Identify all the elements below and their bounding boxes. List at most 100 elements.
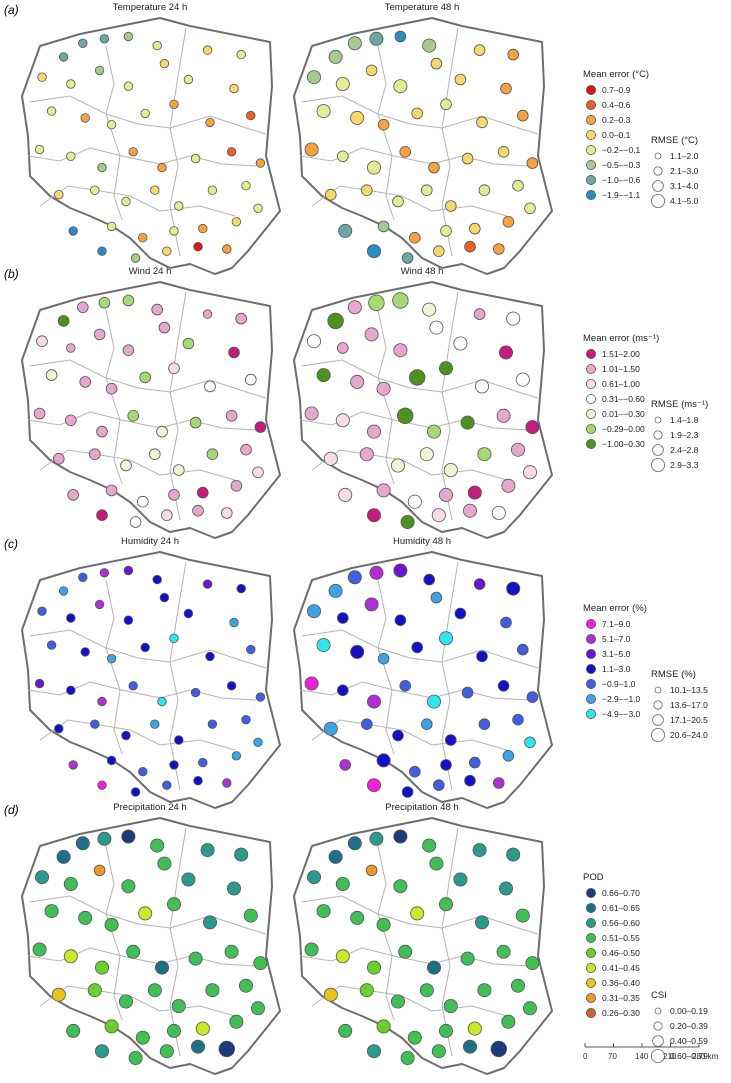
legend-swatch <box>586 115 597 126</box>
station-marker <box>98 296 111 309</box>
station-marker <box>37 72 47 82</box>
station-marker <box>517 643 529 656</box>
poland-map <box>293 817 553 1075</box>
station-marker <box>221 507 233 519</box>
station-marker <box>168 362 180 375</box>
station-marker <box>75 836 90 851</box>
station-marker <box>96 425 108 438</box>
station-marker <box>522 465 537 480</box>
legend-swatch <box>586 619 597 630</box>
legend-fill-label: 1.51–2.00 <box>602 349 640 359</box>
station-marker <box>122 294 135 307</box>
legend-fill-title: Mean error (ms⁻¹) <box>583 333 659 344</box>
station-marker <box>128 147 138 157</box>
station-marker <box>433 245 445 258</box>
station-marker <box>377 220 390 233</box>
station-marker <box>393 879 408 894</box>
scale-tick-label: 140 <box>635 1052 649 1061</box>
station-marker <box>250 1001 265 1016</box>
station-marker <box>477 983 492 998</box>
legend-size-label: 0.40–0.59 <box>670 1036 708 1046</box>
station-marker <box>169 99 179 110</box>
station-marker <box>51 987 66 1002</box>
legend-swatch <box>586 918 597 929</box>
legend-size-swatch <box>654 686 662 694</box>
legend-size-swatch <box>653 166 663 176</box>
station-marker <box>467 1021 482 1036</box>
station-marker <box>502 216 515 228</box>
station-marker <box>93 328 106 341</box>
station-marker <box>229 83 239 94</box>
station-marker <box>127 410 139 422</box>
legend-fill-label: 0.36–0.40 <box>602 978 640 988</box>
station-marker <box>99 34 110 44</box>
legend-size-label: 1.9–2.3 <box>670 430 699 440</box>
station-marker <box>154 960 169 975</box>
station-marker <box>162 246 172 256</box>
station-marker <box>169 633 179 644</box>
legend-size-swatch <box>653 430 663 440</box>
station-marker <box>253 956 268 971</box>
legend-fill-label: 0.31–−0.60 <box>602 394 645 404</box>
station-marker <box>169 760 179 770</box>
station-marker <box>376 381 391 396</box>
station-marker <box>78 910 93 925</box>
station-marker <box>66 343 76 353</box>
legend-fill-label: 0.51–0.55 <box>602 933 640 943</box>
station-marker <box>68 760 78 770</box>
station-marker <box>171 998 186 1013</box>
station-marker <box>66 79 76 89</box>
station-marker <box>502 750 515 762</box>
station-marker <box>229 1014 244 1029</box>
station-marker <box>507 48 520 61</box>
legend-swatch <box>586 159 597 170</box>
station-marker <box>419 447 434 462</box>
legend-size-label: 3.1–4.0 <box>670 181 699 191</box>
station-marker <box>526 691 539 703</box>
poland-map <box>293 17 553 275</box>
legend-swatch <box>586 649 597 660</box>
station-marker <box>202 309 213 319</box>
legend-size-title: RMSE (%) <box>651 669 696 680</box>
legend-fill-title: Mean error (°C) <box>583 69 649 80</box>
station-marker <box>162 780 172 790</box>
station-marker <box>205 983 220 998</box>
station-marker <box>78 572 88 583</box>
station-marker <box>454 607 467 620</box>
station-marker <box>66 151 76 162</box>
station-marker <box>198 757 208 768</box>
legend-size-swatch <box>653 700 663 710</box>
station-marker <box>306 334 321 349</box>
legend-size-swatch <box>652 444 664 456</box>
legend-size-swatch <box>652 1035 664 1047</box>
station-marker <box>106 221 117 232</box>
station-marker <box>99 568 110 578</box>
station-marker <box>367 424 382 439</box>
figure-panels: (a) Temperature 24 h Temperature 48 h Mean … <box>4 2 708 1075</box>
station-marker <box>230 480 243 492</box>
station-marker <box>188 951 203 966</box>
legend-swatch <box>586 189 597 200</box>
station-marker <box>428 161 440 174</box>
station-marker <box>324 188 337 201</box>
station-marker <box>316 904 331 919</box>
station-marker <box>166 1023 181 1038</box>
legend-swatch <box>586 694 597 705</box>
station-marker <box>241 714 251 725</box>
legend-fill-label: 0.7–0.9 <box>602 85 631 95</box>
station-marker <box>241 180 251 191</box>
station-marker <box>149 448 161 461</box>
station-marker <box>95 960 110 975</box>
panel-c: (c) Humidity 24 h Humidity 48 h Mean error … <box>4 536 708 809</box>
station-marker <box>376 753 391 768</box>
station-marker <box>204 380 216 393</box>
station-marker <box>190 687 201 698</box>
panel-b: (b) Wind 24 h Wind 48 h Mean error (ms⁻¹) 1.… <box>4 266 708 539</box>
panel-a: (a) Temperature 24 h Temperature 48 h Mean … <box>4 2 699 275</box>
station-marker <box>94 65 105 76</box>
legend-swatch <box>586 129 597 140</box>
station-marker <box>157 856 172 871</box>
station-marker <box>306 604 321 619</box>
station-marker <box>411 641 424 654</box>
station-marker <box>255 158 266 168</box>
